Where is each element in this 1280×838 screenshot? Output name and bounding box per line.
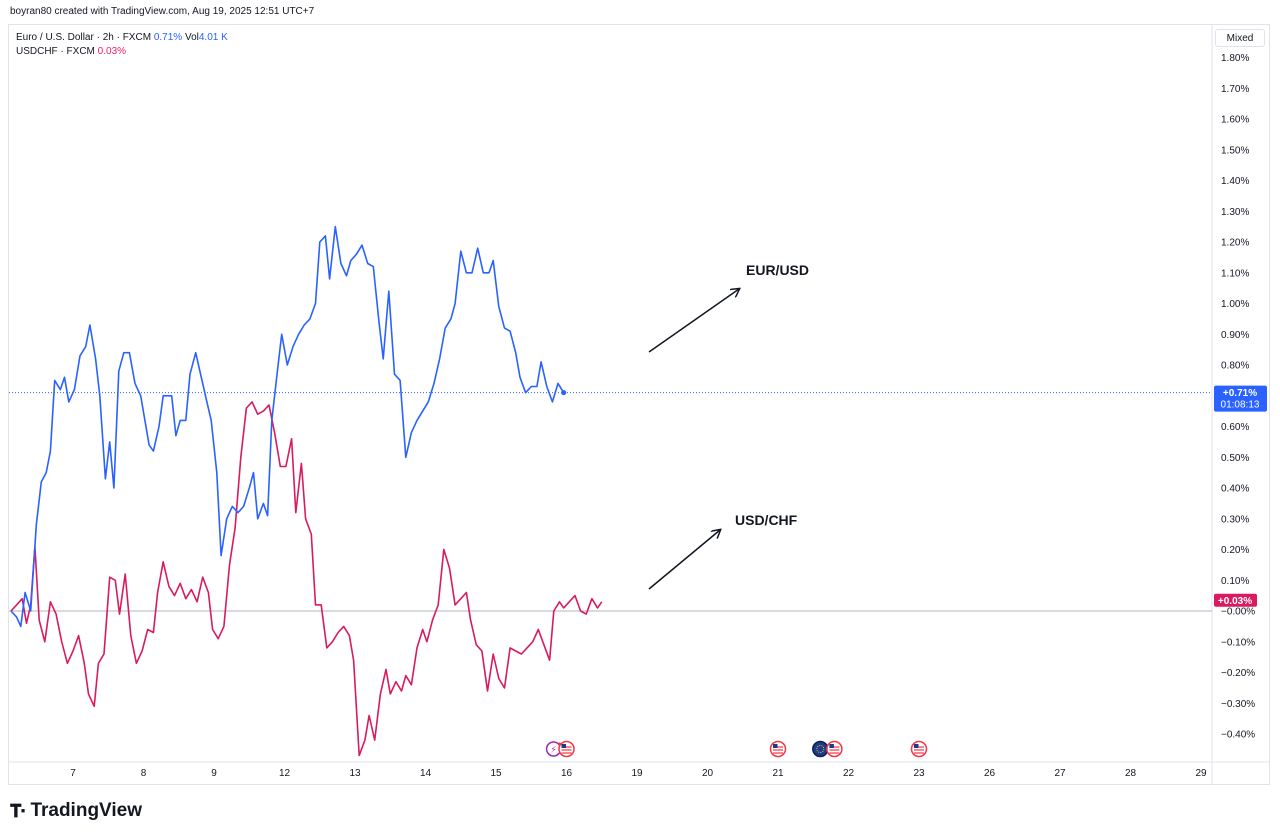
tradingview-logo-icon: 𝐓∙ <box>10 800 27 822</box>
legend-change-eurusd: 0.71% <box>153 32 183 43</box>
chart-credit: boyran80 created with TradingView.com, A… <box>10 6 315 17</box>
tradingview-logo[interactable]: 𝐓∙ TradingView <box>10 800 142 822</box>
legend: Euro / U.S. Dollar · 2h · FXCM 0.71% Vol… <box>16 31 228 59</box>
legend-row-eurusd[interactable]: Euro / U.S. Dollar · 2h · FXCM 0.71% Vol… <box>16 31 228 45</box>
legend-vol-value: 4.01 K <box>198 32 228 43</box>
legend-row-usdchf[interactable]: USDCHF · FXCM 0.03% <box>16 45 228 59</box>
chart-frame <box>8 24 1270 785</box>
scale-mode-button[interactable]: Mixed <box>1215 29 1265 47</box>
legend-name-usdchf: USDCHF · FXCM <box>16 46 95 57</box>
legend-change-usdchf: 0.03% <box>97 46 127 57</box>
tradingview-logo-text: TradingView <box>30 800 143 821</box>
legend-vol-label: Vol <box>184 32 199 43</box>
legend-name-eurusd: Euro / U.S. Dollar · 2h · FXCM <box>16 32 152 43</box>
